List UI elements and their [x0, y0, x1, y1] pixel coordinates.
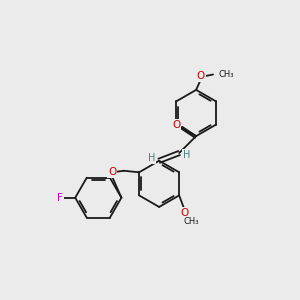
Text: H: H — [148, 153, 155, 164]
Text: O: O — [108, 167, 116, 176]
Text: H: H — [183, 150, 190, 160]
Text: F: F — [57, 193, 63, 203]
Text: O: O — [172, 119, 180, 130]
Text: O: O — [196, 71, 205, 81]
Text: O: O — [180, 208, 189, 218]
Text: CH₃: CH₃ — [184, 217, 199, 226]
Text: CH₃: CH₃ — [218, 70, 234, 79]
